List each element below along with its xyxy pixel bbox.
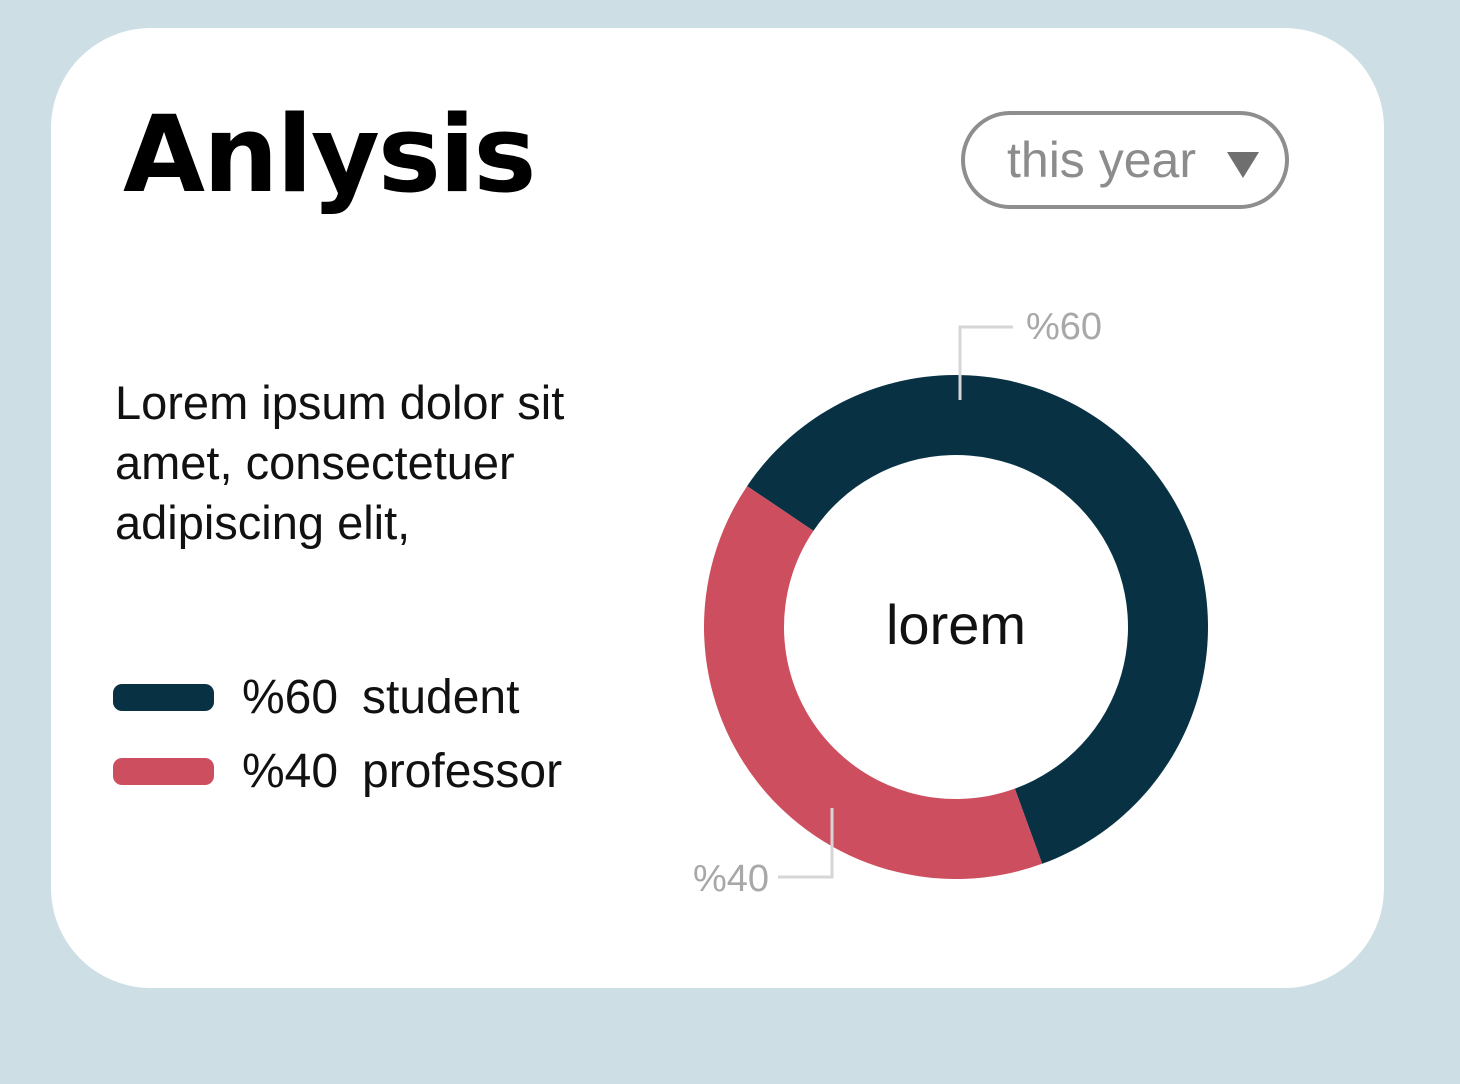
legend-percent: %60 xyxy=(242,670,339,724)
description-text: Lorem ipsum dolor sit amet, consectetuer… xyxy=(115,376,565,549)
legend-percent: %40 xyxy=(242,744,339,798)
period-select[interactable]: this year xyxy=(961,111,1289,209)
analysis-card: Anlysis this year Lorem ipsum dolor sit … xyxy=(51,28,1384,988)
legend-item-professor: %40 professor xyxy=(113,734,562,808)
callout-line-professor xyxy=(778,808,834,879)
period-select-value: this year xyxy=(1007,132,1196,188)
donut-slice-professor xyxy=(703,486,1043,880)
legend-label: student xyxy=(362,670,520,724)
legend-label: professor xyxy=(362,744,563,798)
data-label-professor: %40 xyxy=(693,858,769,900)
legend-swatch-student xyxy=(113,683,214,711)
legend-swatch-professor xyxy=(113,757,214,785)
donut-center-label: lorem xyxy=(886,593,1026,656)
donut-chart: lorem %60 %40 xyxy=(693,306,1208,900)
data-label-student: %60 xyxy=(1026,306,1102,348)
callout-line-student xyxy=(958,325,1013,400)
chart-legend: %60 student %40 professor xyxy=(113,660,562,808)
card-title: Anlysis xyxy=(123,93,536,216)
legend-item-student: %60 student xyxy=(113,660,562,734)
caret-down-icon xyxy=(1227,152,1259,178)
donut-slice-student xyxy=(747,375,1208,864)
